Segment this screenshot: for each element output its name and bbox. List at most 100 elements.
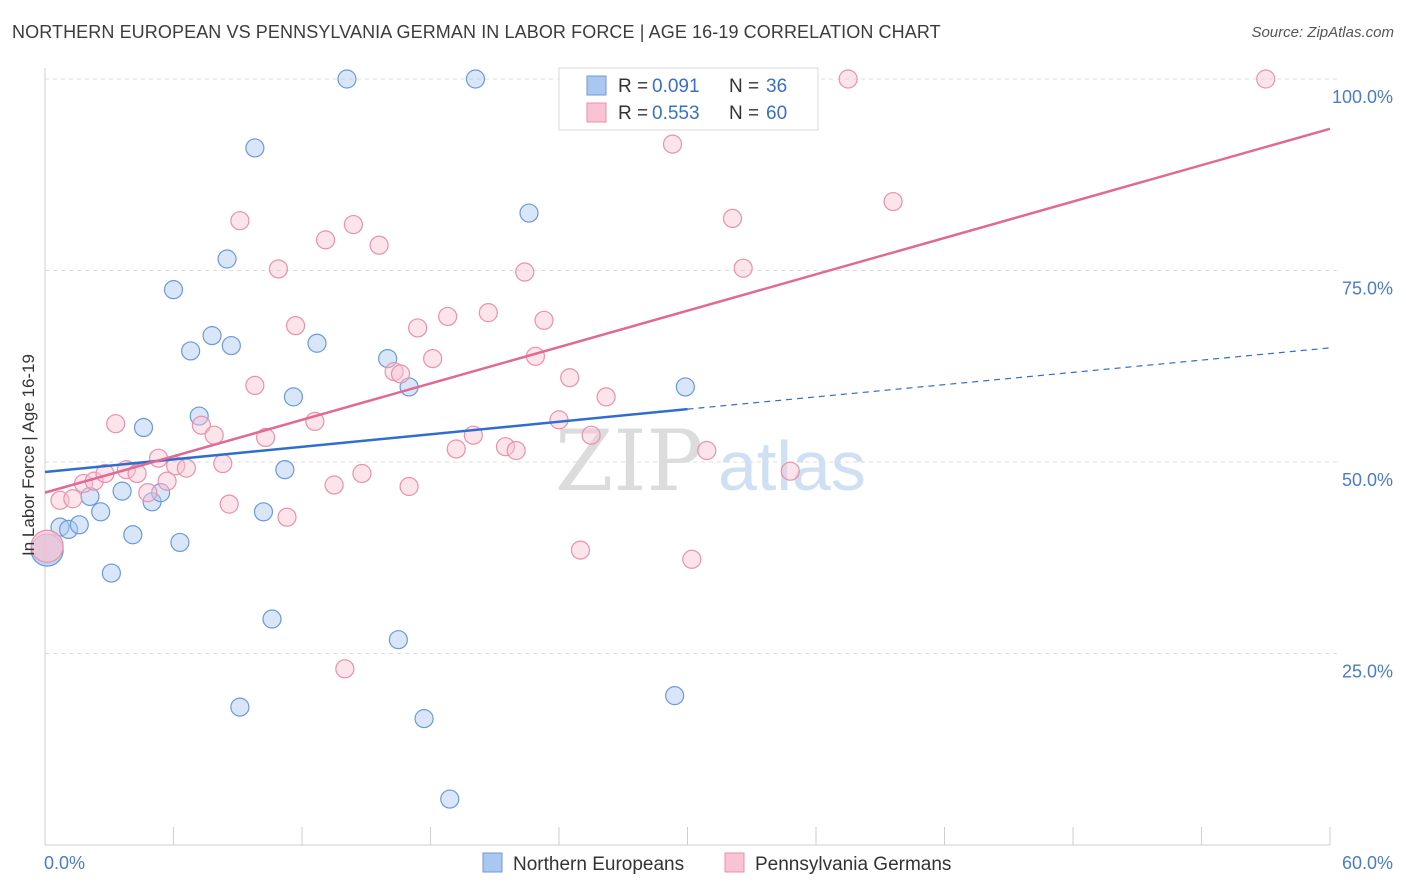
legend-r-label: R = [618, 103, 648, 124]
northern-europeans-point [170, 532, 190, 553]
pennsylvania-germans-point [315, 230, 336, 250]
y-tick-label: 50.0% [1342, 470, 1393, 490]
chart-title: NORTHERN EUROPEAN VS PENNSYLVANIA GERMAN… [12, 22, 941, 42]
northern-europeans-point [123, 525, 143, 545]
y-tick-label: 100.0% [1332, 87, 1393, 107]
source-label: Source: ZipAtlas.com [1251, 24, 1394, 41]
legend-entry: Pennsylvania Germans [755, 854, 951, 875]
northern-europeans-point [440, 789, 460, 809]
y-tick-labels: 25.0% 50.0% 75.0% 100.0% [1332, 87, 1393, 682]
trend-lines [44, 127, 1331, 494]
legend-stats: R = 0.091 N = 36 R = 0.553 N = 60 [558, 67, 819, 131]
northern-europeans-point [465, 69, 486, 89]
pennsylvania-germans-point [369, 235, 389, 255]
northern-europeans-point [69, 515, 89, 535]
y-tick-label: 25.0% [1342, 662, 1393, 682]
northern-europeans-point [262, 609, 282, 629]
axes [44, 68, 1331, 846]
northern-europeans-point [519, 203, 539, 223]
pennsylvania-germans-point [697, 440, 717, 461]
pennsylvania-germans-point [204, 425, 224, 445]
pennsylvania-germans-point [324, 475, 344, 495]
pennsylvania-germans-point [30, 529, 64, 563]
pennsylvania-germans-point [352, 463, 372, 484]
pennsylvania-germans-point [343, 214, 363, 235]
pennsylvania-germans-point [446, 439, 466, 459]
legend-r-value: 0.091 [652, 76, 700, 97]
northern-europeans-point [91, 502, 111, 522]
pennsylvania-germans-point [733, 258, 753, 278]
pennsylvania-germans-point [230, 211, 250, 231]
pennsylvania-germans-point [408, 318, 428, 338]
northern-europeans-point [307, 333, 327, 353]
pennsylvania-germans-point [176, 458, 196, 478]
x-tick-labels: 0.0% 60.0% [44, 853, 1393, 873]
legend-n-label: N = [729, 76, 759, 97]
pennsylvania-germans-point [138, 483, 158, 503]
y-tick-label: 75.0% [1342, 279, 1393, 299]
x-tick-label: 0.0% [44, 853, 85, 873]
pennsylvania-germans-point [255, 427, 276, 448]
northern-europeans-point [163, 280, 184, 300]
pennsylvania-germans-point [838, 69, 858, 89]
pennsylvania-germans-point [245, 375, 265, 395]
pennsylvania-germans-point [682, 549, 702, 569]
pennsylvania-germans-point [534, 310, 554, 330]
northern-europeans-point [665, 686, 685, 706]
northern-europeans-point [414, 709, 434, 729]
pennsylvania-germans-point [515, 262, 535, 282]
northern-europeans-point [101, 563, 121, 583]
pennsylvania-germans-point [506, 440, 526, 461]
northern-europeans-point [245, 138, 265, 158]
northern-europeans-point [253, 502, 274, 522]
legend-stats-swatch [586, 75, 607, 96]
pennsylvania-germans-point [219, 494, 239, 514]
y-axis-label: In Labor Force | Age 16-19 [19, 354, 38, 556]
northern-europeans-point [275, 460, 295, 480]
pennsylvania-germans-point [495, 437, 516, 457]
northern-europeans-point [388, 630, 408, 650]
northern-europeans-point [230, 697, 250, 717]
pennsylvania-germans-point [780, 461, 800, 481]
pennsylvania-germans-point [478, 303, 498, 323]
northern-europeans-point [112, 481, 132, 501]
pennsylvania-germans-trendline [44, 127, 1331, 494]
legend-r-value: 0.553 [652, 103, 700, 124]
northern-europeans-point [221, 335, 241, 356]
pennsylvania-germans-point [157, 471, 177, 491]
northern-europeans-point [217, 249, 237, 269]
pennsylvania-germans-point [438, 306, 458, 327]
pennsylvania-germans-point [722, 208, 743, 229]
pennsylvania-germans-point [191, 415, 211, 435]
watermark-atlas: atlas [718, 427, 866, 505]
legend-entry: Northern Europeans [513, 854, 684, 875]
legend-n-label: N = [729, 103, 759, 124]
watermark-zip: ZIP [555, 412, 703, 510]
northern-europeans-point [337, 69, 357, 89]
pennsylvania-germans-point [213, 453, 233, 474]
legend-stats-swatch [586, 102, 607, 123]
pennsylvania-germans-point [581, 425, 601, 445]
pennsylvania-germans-point [1256, 69, 1276, 89]
legend-n-value: 60 [766, 103, 787, 124]
northern-europeans-point [283, 387, 304, 407]
northern-europeans-point [675, 377, 695, 397]
pennsylvania-germans-point [335, 659, 355, 679]
legend-swatch [724, 852, 745, 873]
watermark: ZIP atlas [555, 412, 866, 510]
pennsylvania-germans-point [399, 476, 419, 497]
northern-europeans-point [58, 519, 79, 540]
pennsylvania-germans-point [268, 259, 289, 279]
northern-europeans-point [202, 326, 222, 346]
legend-n-value: 36 [766, 76, 787, 97]
northern-europeans-trendline-extension [687, 347, 1331, 410]
legend-swatch [482, 852, 503, 873]
pennsylvania-germans-point [423, 348, 443, 369]
northern-europeans-point [133, 417, 154, 438]
pennsylvania-germans-point [63, 489, 83, 509]
pennsylvania-germans-point [106, 414, 126, 434]
legend-r-label: R = [618, 76, 648, 97]
pennsylvania-germans-point [560, 368, 580, 388]
pennsylvania-germans-point [277, 507, 297, 527]
